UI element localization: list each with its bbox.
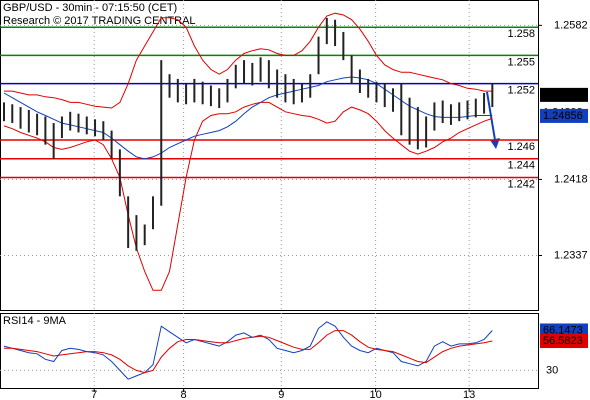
value-box [540, 323, 588, 338]
forecast-arrow-head [490, 138, 500, 149]
x-tick-label: 9 [278, 389, 284, 400]
rsi-line [4, 330, 493, 374]
price-box [540, 87, 588, 102]
indicator-line [3, 76, 493, 160]
price-box [540, 108, 588, 123]
x-tick-label: 10 [370, 389, 382, 400]
y-tick-label: 1.2418 [554, 173, 588, 185]
level-label: 1.252 [507, 85, 535, 97]
price-label: 1.24856 [543, 110, 583, 122]
rsi-line [3, 321, 493, 380]
level-label: 1.244 [507, 160, 535, 172]
y-tick-label: 1.2337 [554, 249, 588, 261]
level-label: 1.242 [507, 178, 535, 190]
value-box [540, 334, 588, 349]
y-tick-label: 1.2582 [554, 19, 588, 31]
level-label: 1.258 [507, 28, 535, 40]
level-label: 1.246 [507, 141, 535, 153]
rsi-panel [0, 313, 539, 389]
rsi-title: RSI14 - 9MA [3, 315, 67, 327]
x-tick-label: 13 [463, 389, 475, 400]
chart-title: GBP/USD - 30min - 07:15:50 (CET) [3, 2, 177, 14]
chart-subtitle: Research © 2017 TRADING CENTRAL [3, 15, 196, 27]
y-tick-label: 30 [546, 364, 558, 376]
value-label: 66.1473 [543, 324, 583, 336]
indicator-line [4, 12, 493, 109]
x-tick-label: 7 [91, 389, 97, 400]
price-label: 1.2508 [543, 89, 577, 101]
x-tick-label: 8 [181, 389, 187, 400]
level-label: 1.255 [507, 56, 535, 68]
value-label: 56.5823 [543, 335, 583, 347]
indicator-line [3, 101, 493, 291]
price-panel [0, 0, 539, 311]
